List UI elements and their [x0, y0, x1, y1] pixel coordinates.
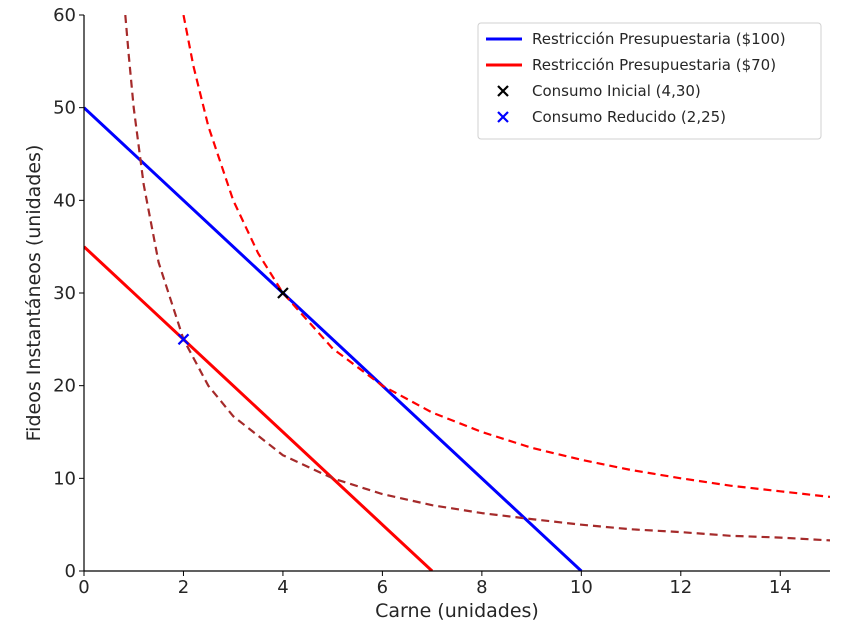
legend-label: Consumo Inicial (4,30)	[532, 82, 701, 100]
y-axis-label: Fideos Instantáneos (unidades)	[23, 145, 45, 442]
x-tick-label: 0	[78, 577, 89, 598]
series-line-3	[124, 15, 830, 542]
y-tick-label: 40	[53, 190, 76, 211]
legend-item: Consumo Inicial (4,30)	[497, 82, 701, 100]
series-line-0	[84, 106, 583, 571]
x-tick-label: 4	[277, 577, 288, 598]
y-tick-label: 0	[65, 561, 76, 582]
x-tick-label: 10	[570, 577, 593, 598]
legend-item: Consumo Reducido (2,25)	[497, 108, 726, 126]
x-tick-label: 12	[669, 577, 692, 598]
y-tick-label: 60	[53, 5, 76, 26]
x-tick-label: 2	[178, 577, 189, 598]
legend: Restricción Presupuestaria ($100) Restric…	[477, 22, 822, 140]
legend-label: Consumo Reducido (2,25)	[532, 108, 726, 126]
y-tick-label: 30	[53, 283, 76, 304]
legend-box	[477, 22, 822, 140]
x-axis-label: Carne (unidades)	[375, 600, 539, 622]
y-tick-label: 10	[53, 468, 76, 489]
y-tick-label: 50	[53, 98, 76, 119]
marker-point-4	[277, 287, 289, 299]
x-tick-label: 8	[476, 577, 487, 598]
x-tick-label: 6	[377, 577, 388, 598]
y-tick-label: 20	[53, 376, 76, 397]
legend-marker	[497, 111, 509, 123]
legend-label: Restricción Presupuestaria ($100)	[532, 30, 786, 48]
legend-item: Restricción Presupuestaria ($100)	[486, 30, 786, 48]
marker-point-5	[177, 333, 190, 346]
legend-label: Restricción Presupuestaria ($70)	[532, 56, 776, 74]
legend-marker	[497, 85, 509, 97]
legend-item: Restricción Presupuestaria ($70)	[486, 56, 776, 74]
series-line-1	[84, 245, 434, 571]
x-tick-label: 14	[769, 577, 792, 598]
